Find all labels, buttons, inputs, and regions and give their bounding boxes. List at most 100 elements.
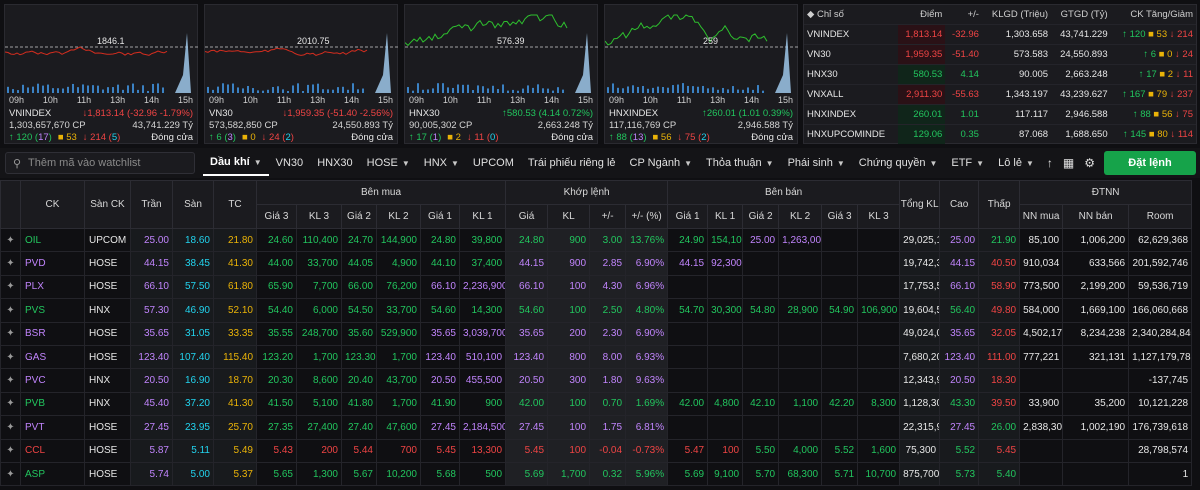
col-buy-1[interactable]: KL 3 (296, 204, 342, 229)
ask1-volume (707, 321, 744, 346)
reference-price: 61.80 (213, 274, 257, 300)
col-match-0[interactable]: Giá (505, 204, 549, 229)
col-sell-3[interactable]: KL 2 (778, 204, 823, 229)
tab-9[interactable]: Phái sinh ▼ (781, 150, 852, 176)
tab-4[interactable]: HNX ▼ (417, 150, 466, 176)
tab-0[interactable]: Dầu khí ▼ (203, 150, 269, 176)
table-row[interactable]: ✦ OIL UPCOM 25.00 18.60 21.80 24.60 110,400 24.7… (0, 227, 1200, 253)
table-row[interactable]: ✦ PVS HNX 57.30 46.90 52.10 54.40 6,000 54.50 33,… (0, 298, 1200, 323)
bid1-volume: 900 (458, 391, 507, 417)
chart-panel-hnxindex[interactable]: 259 09h 10h 11h 13h 14h 15h HNXINDEX ↑260.01 (1.… (604, 4, 799, 144)
col-foreign-2[interactable]: Room (1128, 204, 1193, 229)
watchlist-search-input[interactable] (28, 157, 188, 169)
arrow-up-icon: ↑ (502, 108, 507, 119)
index-row[interactable]: VN30 1,959.35 -51.40 573.583 24,550.893 ↑ 6 ■… (804, 43, 1196, 64)
excel-icon[interactable]: ▦ (1062, 156, 1075, 170)
col-sell-4[interactable]: Giá 3 (821, 204, 859, 229)
col-ceil[interactable]: Trần (130, 180, 173, 229)
ask2-price: 54.80 (742, 298, 780, 323)
ask3-volume: 1,600 (857, 438, 901, 463)
pin-icon[interactable]: ✦ (0, 227, 21, 253)
advancers: ↑ 6 (3) (209, 132, 236, 143)
volume-bar (687, 85, 689, 93)
chart-info: HNXINDEX ↑260.01 (1.01 0.39%) 117,116,769 … (609, 108, 793, 144)
foreign-buy: 773,500 (1019, 274, 1064, 300)
tab-10[interactable]: Chứng quyền ▼ (852, 150, 945, 176)
tab-2[interactable]: HNX30 (310, 150, 359, 176)
watchlist-search[interactable]: ⚲ (5, 152, 195, 174)
index-row[interactable]: HNXINDEX 260.01 1.01 117.117 2,946.588 ↑ 88 ■… (804, 103, 1196, 124)
index-row[interactable]: VNXALL 2,911.30 -55.63 1,343.197 43,239.627 ↑… (804, 83, 1196, 104)
col-foreign-1[interactable]: NN bán (1062, 204, 1130, 229)
pin-icon[interactable]: ✦ (0, 274, 21, 300)
pin-icon[interactable]: ✦ (0, 415, 21, 440)
pin-icon[interactable]: ✦ (0, 321, 21, 346)
volume-bar (307, 84, 309, 93)
tab-12[interactable]: Lô lẻ ▼ (991, 150, 1041, 176)
table-row[interactable]: ✦ PVD HOSE 44.15 38.45 41.30 44.00 33,700 44.05 4… (0, 251, 1200, 276)
tab-8[interactable]: Thỏa thuận ▼ (699, 150, 781, 176)
chart-panel-vnindex[interactable]: 1846.1 09h 10h 11h 13h 14h 15h VNINDEX ↓1,813.14… (4, 4, 199, 144)
high-price: 5.73 (939, 461, 980, 487)
pin-icon[interactable]: ✦ (0, 438, 21, 463)
col-match-1[interactable]: KL (547, 204, 591, 229)
gear-icon[interactable]: ⚙ (1084, 156, 1095, 170)
floor-price: 57.50 (172, 274, 214, 300)
col-buy-0[interactable]: Giá 3 (256, 204, 297, 229)
tab-1[interactable]: VN30 (269, 150, 311, 176)
tab-6[interactable]: Trái phiếu riêng lẻ (521, 150, 623, 176)
col-sell-1[interactable]: KL 1 (707, 204, 744, 229)
table-row[interactable]: ✦ BSR HOSE 35.65 31.05 33.35 35.55 248,700 35.60… (0, 321, 1200, 346)
index-row[interactable]: HNX30 580.53 4.14 90.005 2,663.248 ↑ 17 ■ 2 ↓… (804, 63, 1196, 84)
bid2-volume: 47,600 (376, 415, 421, 440)
col-sell-0[interactable]: Giá 1 (667, 204, 709, 229)
col-match-2[interactable]: +/- (589, 204, 627, 229)
col-high[interactable]: Cao (939, 180, 980, 229)
col-match-3[interactable]: +/- (%) (625, 204, 669, 229)
index-row[interactable]: VNINDEX 1,813.14 -32.96 1,303.658 43,741.229… (804, 23, 1196, 44)
volume-bar (137, 89, 139, 93)
table-row[interactable]: ✦ PLX HOSE 66.10 57.50 61.80 65.90 7,700 66.00 76… (0, 274, 1200, 300)
table-row[interactable]: ✦ PVC HNX 20.50 16.90 18.70 20.30 8,600 20.40 43,… (0, 368, 1200, 393)
index-point: 580.53 (897, 63, 946, 84)
index-point: 129.06 (897, 123, 946, 144)
ask2-volume (778, 344, 823, 370)
tab-11[interactable]: ETF ▼ (944, 150, 991, 176)
col-buy-3[interactable]: KL 2 (376, 204, 421, 229)
pin-icon[interactable]: ✦ (0, 391, 21, 417)
col-buy-5[interactable]: KL 1 (458, 204, 507, 229)
table-row[interactable]: ✦ PVB HNX 45.40 37.20 41.30 41.50 5,100 41.80 1,7… (0, 391, 1200, 417)
index-breadth: ↑ 17 ■ 2 ↓ 11 (1110, 63, 1196, 84)
tab-5[interactable]: UPCOM (466, 150, 521, 176)
pin-icon[interactable]: ✦ (0, 461, 21, 487)
place-order-button[interactable]: Đặt lệnh (1104, 151, 1196, 175)
tab-7[interactable]: CP Ngành ▼ (623, 150, 699, 176)
col-buy-2[interactable]: Giá 2 (341, 204, 377, 229)
chart-panel-vn30[interactable]: 2010.75 09h 10h 11h 13h 14h 15h VN30 ↓1,959.35 (… (204, 4, 399, 144)
table-row[interactable]: ✦ PVT HOSE 27.45 23.95 25.70 27.35 27,400 27.40 4… (0, 415, 1200, 440)
col-buy-4[interactable]: Giá 1 (420, 204, 460, 229)
pin-icon[interactable]: ✦ (0, 344, 21, 370)
table-row[interactable]: ✦ ASP HOSE 5.74 5.00 5.37 5.65 1,300 5.67 10,200 5… (0, 461, 1200, 487)
arrow-up-icon[interactable]: ↑ (1046, 156, 1053, 170)
col-sell-2[interactable]: Giá 2 (742, 204, 780, 229)
pin-icon[interactable]: ✦ (0, 368, 21, 393)
col-low[interactable]: Thấp (978, 180, 1021, 229)
closing-volume-spike (575, 33, 591, 93)
index-row[interactable]: HNXUPCOMINDE 129.06 0.35 87.068 1,688.650 ↑ 1… (804, 123, 1196, 144)
col-ref[interactable]: TC (213, 180, 257, 229)
col-floor[interactable]: Sàn (172, 180, 214, 229)
col-total[interactable]: Tổng KL (899, 180, 941, 229)
ask1-volume: 100 (707, 438, 744, 463)
chart-panel-hnx30[interactable]: 576.39 09h 10h 11h 13h 14h 15h HNX30 ↑580.53 (4.… (404, 4, 599, 144)
col-sell-5[interactable]: KL 3 (857, 204, 901, 229)
col-exchange[interactable]: Sàn CK (84, 180, 131, 229)
col-ck[interactable]: CK (20, 180, 85, 229)
pin-icon[interactable]: ✦ (0, 251, 21, 276)
col-foreign-0[interactable]: NN mua (1019, 204, 1064, 229)
table-row[interactable]: ✦ GAS HOSE 123.40 107.40 115.40 123.20 1,700 123… (0, 344, 1200, 370)
tab-3[interactable]: HOSE ▼ (360, 150, 417, 176)
foreign-buy (1019, 368, 1064, 393)
pin-icon[interactable]: ✦ (0, 298, 21, 323)
table-row[interactable]: ✦ CCL HOSE 5.87 5.11 5.49 5.43 200 5.44 700 5.45 13… (0, 438, 1200, 463)
